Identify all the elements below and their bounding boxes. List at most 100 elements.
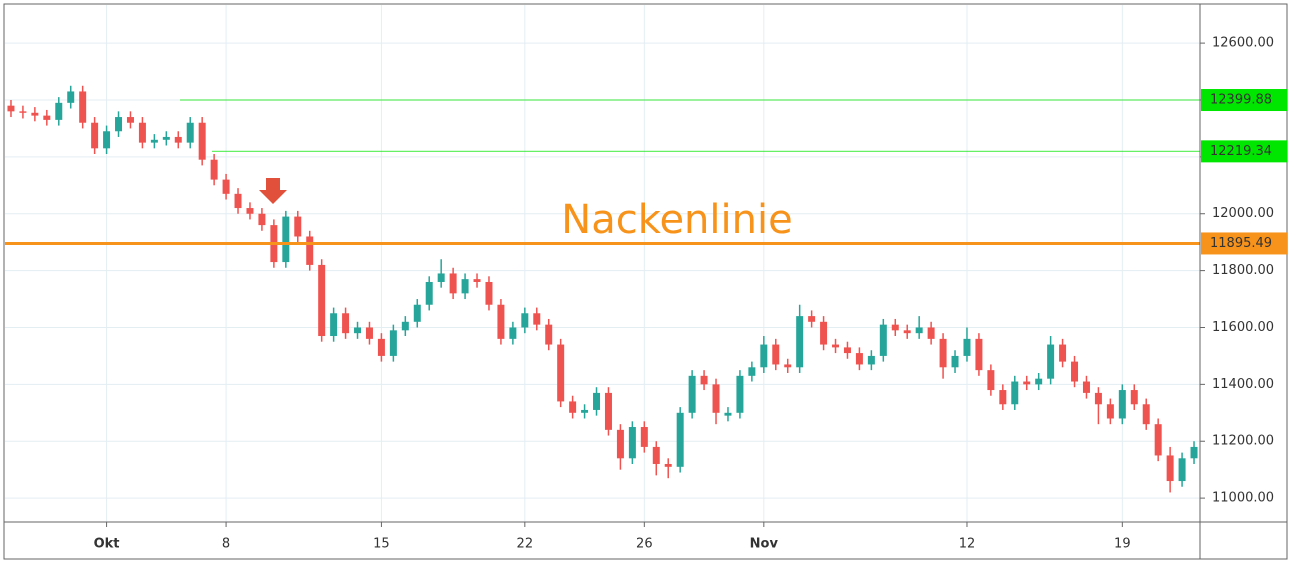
- candle-body: [712, 384, 720, 413]
- candle-body: [533, 313, 541, 325]
- arrow-marker: [259, 178, 287, 204]
- candle-body: [186, 122, 194, 143]
- candle-body: [79, 91, 87, 123]
- frame: [3, 3, 1288, 560]
- price-tag: [1201, 140, 1287, 163]
- candle-body: [664, 463, 672, 467]
- candle-body: [485, 281, 493, 305]
- price-tag-label: 12219.34: [1210, 144, 1272, 159]
- candle-body: [748, 367, 756, 376]
- price-tag: [1201, 232, 1287, 255]
- candle-body: [891, 324, 899, 331]
- candle-body: [1011, 381, 1019, 405]
- candle-body: [222, 179, 230, 194]
- candle-body: [437, 273, 445, 282]
- candle-body: [497, 304, 505, 339]
- candle-body: [1166, 455, 1174, 482]
- candle-body: [927, 327, 935, 339]
- x-tick-label: 15: [373, 537, 390, 552]
- candle-body: [7, 105, 15, 112]
- candle-body: [1154, 424, 1162, 456]
- candle-body: [330, 313, 338, 337]
- candle-body: [91, 122, 99, 149]
- candle-body: [473, 279, 481, 282]
- y-tick-label: 12000.00: [1212, 206, 1274, 221]
- y-tick-label: 11200.00: [1212, 434, 1274, 449]
- candle-body: [1106, 404, 1114, 419]
- candle-body: [354, 327, 362, 334]
- candle-body: [425, 281, 433, 305]
- candle-body: [258, 213, 266, 226]
- candle-body: [282, 216, 290, 263]
- candle-body: [939, 338, 947, 368]
- x-tick-label: Okt: [94, 537, 120, 552]
- candle-body: [43, 115, 51, 120]
- candle-body: [545, 324, 553, 345]
- candle-body: [1023, 381, 1031, 385]
- x-tick-label: 26: [636, 537, 653, 552]
- candle-body: [1142, 404, 1150, 425]
- candle-body: [126, 117, 134, 123]
- candle-body: [234, 193, 242, 209]
- candle-body: [855, 353, 863, 365]
- candle-body: [103, 131, 111, 149]
- annotation: Nackenlinie: [561, 197, 792, 243]
- candle-body: [449, 273, 457, 294]
- candle-body: [903, 330, 911, 334]
- candle-body: [640, 427, 648, 447]
- candle-body: [150, 139, 158, 143]
- candle-body: [1082, 381, 1090, 393]
- candle-body: [604, 392, 612, 430]
- candle-body: [31, 112, 39, 116]
- candle-body: [987, 370, 995, 391]
- candle-body: [413, 304, 421, 322]
- candle-body: [951, 355, 959, 368]
- price-tag-label: 11895.49: [1210, 236, 1272, 251]
- candle-body: [521, 313, 529, 328]
- candle-body: [1035, 378, 1043, 385]
- x-tick-label: 19: [1114, 537, 1131, 552]
- candle-body: [867, 355, 875, 365]
- candle-body: [365, 327, 373, 339]
- price-tag: [1201, 89, 1287, 112]
- candle-body: [1178, 458, 1186, 482]
- candle-body: [820, 321, 828, 345]
- candle-body: [832, 344, 840, 348]
- candle-body: [67, 91, 75, 103]
- candle-body: [843, 347, 851, 354]
- candle-body: [210, 159, 218, 180]
- candle-body: [461, 279, 469, 294]
- candle-body: [676, 412, 684, 467]
- candle-body: [1094, 392, 1102, 405]
- x-tick-label: 22: [517, 537, 534, 552]
- candle-body: [557, 344, 565, 402]
- candle-body: [628, 427, 636, 459]
- candle-body: [1071, 361, 1079, 382]
- x-tick-label: 12: [959, 537, 976, 552]
- candle-body: [19, 111, 27, 113]
- candle-body: [772, 344, 780, 365]
- candle-body: [294, 216, 302, 237]
- candle-body: [616, 429, 624, 459]
- candle-body: [162, 136, 170, 140]
- x-tick-label: 8: [222, 537, 230, 552]
- price-tag-label: 12399.88: [1210, 93, 1272, 108]
- candle-body: [318, 264, 326, 337]
- candle-body: [1047, 344, 1055, 379]
- candle-body: [174, 136, 182, 143]
- candle-body: [975, 338, 983, 371]
- y-tick-label: 11600.00: [1212, 320, 1274, 335]
- candle-body: [342, 313, 350, 334]
- candle-body: [115, 117, 123, 132]
- candle-body: [999, 390, 1007, 405]
- candle-body: [1059, 344, 1067, 362]
- candle-body: [138, 122, 146, 143]
- candle-body: [688, 375, 696, 413]
- candle-body: [198, 122, 206, 160]
- candle-body: [784, 364, 792, 368]
- candle-body: [915, 327, 923, 334]
- y-tick-label: 11000.00: [1212, 491, 1274, 506]
- candle-body: [569, 401, 577, 413]
- candle-body: [593, 392, 601, 410]
